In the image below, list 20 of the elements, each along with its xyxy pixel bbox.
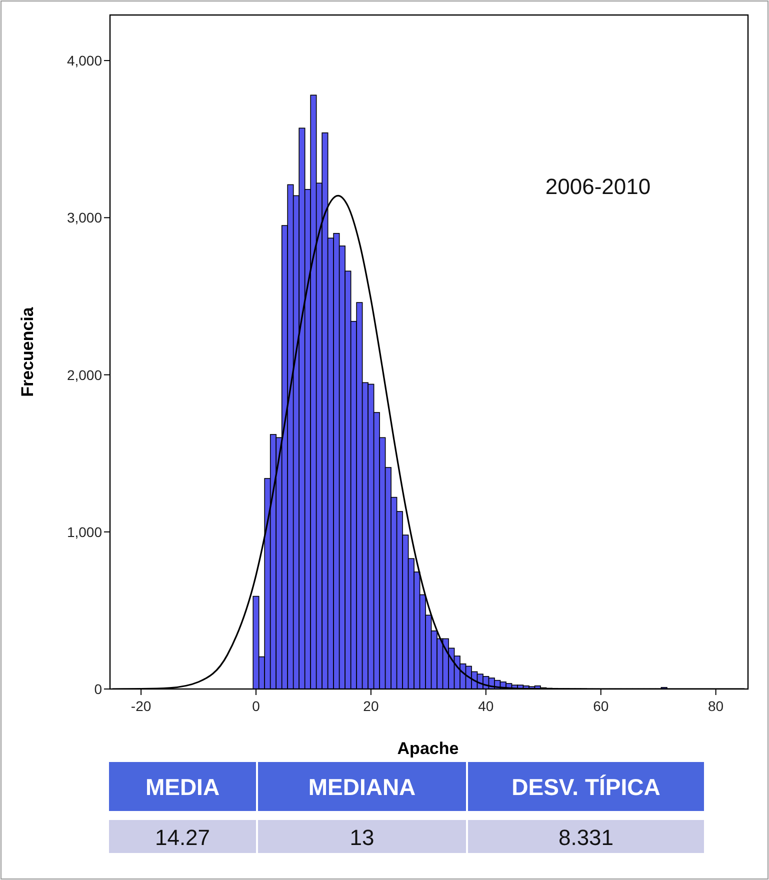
text: 8.331 — [558, 825, 614, 850]
x-axis-title: Apache — [397, 739, 459, 758]
text: 14.27 — [154, 825, 210, 850]
y-tick-label: 2,000 — [66, 366, 102, 383]
y-tick-label: 1,000 — [66, 524, 102, 540]
y-tick-label: 0 — [94, 681, 102, 697]
x-tick-label: 20 — [363, 698, 379, 714]
x-tick-label: 40 — [478, 698, 494, 714]
y-tick-label: 4,000 — [66, 52, 102, 69]
x-tick-label: -20 — [130, 698, 152, 714]
x-tick-label: 60 — [593, 698, 609, 714]
y-tick-label: 3,000 — [66, 210, 102, 226]
x-tick-label: 80 — [708, 698, 724, 714]
annotation: 2006-2010 — [545, 174, 651, 199]
x-tick-label: 0 — [252, 698, 260, 714]
text: MEDIA — [145, 774, 220, 800]
text: 13 — [350, 825, 374, 850]
text: DESV. TÍPICA — [512, 774, 660, 800]
text: MEDIANA — [308, 774, 416, 800]
y-axis-title: Frecuencia — [18, 306, 37, 397]
